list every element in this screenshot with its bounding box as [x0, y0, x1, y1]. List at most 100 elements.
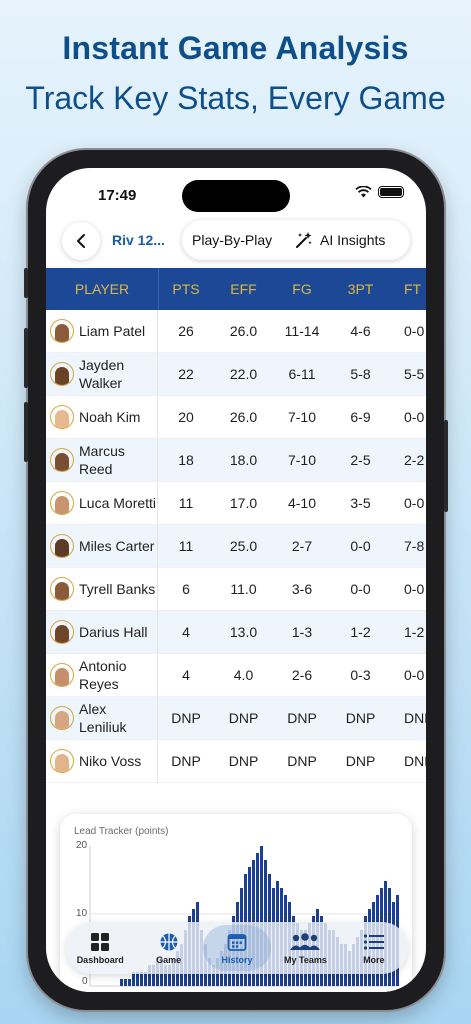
y-tick-20: 20 [76, 840, 88, 851]
player-name: Marcus Reed [79, 443, 125, 477]
table-row[interactable]: Darius Hall 4 13.0 1-3 1-2 1-2 [46, 611, 426, 654]
lead-bar [212, 965, 215, 986]
pts-cell: 18 [178, 452, 194, 468]
player-name: Miles Carter [79, 538, 155, 554]
col-pts[interactable]: PTS [172, 281, 200, 297]
header-divider [158, 268, 159, 310]
table-row[interactable]: Jayden Walker 22 22.0 6-11 5-8 5-5 [46, 353, 426, 396]
avatar [50, 491, 74, 515]
eff-cell: 26.0 [229, 323, 258, 339]
eff-cell: 22.0 [229, 366, 258, 382]
3pt-cell: DNP [345, 753, 376, 769]
3pt-cell: 1-2 [350, 624, 371, 640]
fg-cell: 6-11 [288, 366, 316, 382]
eff-cell: 13.0 [229, 624, 258, 640]
fg-cell: 4-10 [287, 495, 317, 511]
status-icons [355, 186, 404, 198]
3pt-cell: 3-5 [350, 495, 371, 511]
pts-cell: DNP [171, 710, 201, 726]
player-cell: Jayden Walker [46, 353, 158, 395]
fg-cell: 1-3 [291, 624, 313, 640]
tab-my-teams[interactable]: My Teams [271, 925, 339, 971]
lead-bar [128, 979, 131, 986]
lead-bar [120, 979, 123, 986]
tab-history[interactable]: History [202, 925, 272, 971]
table-row[interactable]: Tyrell Banks 6 11.0 3-6 0-0 0-0 [46, 568, 426, 611]
player-name: Jayden Walker [79, 357, 125, 391]
play-by-play-button[interactable]: Play-By-Play [192, 232, 273, 248]
eff-cell: 11.0 [230, 581, 257, 597]
3pt-cell: 0-0 [350, 538, 371, 554]
lead-bar [140, 972, 143, 986]
ft-cell: 0-0 [404, 323, 425, 339]
fg-cell: 2-6 [291, 667, 313, 683]
eff-cell: DNP [228, 710, 259, 726]
eff-cell: DNP [228, 753, 259, 769]
player-cell: Alex Leniliuk [46, 697, 158, 739]
avatar [50, 534, 74, 558]
table-row[interactable]: Alex Leniliuk DNP DNP DNP DNP DNP [46, 697, 426, 740]
avatar [50, 706, 74, 730]
ft-cell: DNP [404, 710, 426, 726]
table-row[interactable]: Antonio Reyes 4 4.0 2-6 0-3 0-0 [46, 654, 426, 697]
lead-bar [124, 979, 127, 986]
player-cell: Niko Voss [46, 740, 158, 782]
ft-cell: 7-8 [404, 538, 425, 554]
col-ft[interactable]: FT [404, 281, 422, 297]
pts-cell: 11 [178, 538, 194, 554]
tab-dashboard[interactable]: Dashboard [66, 925, 134, 971]
avatar [50, 577, 74, 601]
calendar-icon [227, 933, 247, 951]
player-cell: Tyrell Banks [46, 568, 158, 610]
lead-tracker-title: Lead Tracker (points) [74, 826, 169, 837]
player-name: Antonio Reyes [79, 658, 127, 692]
ft-cell: 0-0 [404, 667, 425, 683]
ft-cell: 0-0 [404, 409, 425, 425]
player-name: Noah Kim [79, 409, 141, 425]
pts-cell: 6 [182, 581, 190, 597]
tab-more[interactable]: More [340, 925, 408, 971]
ft-cell: 0-0 [404, 581, 425, 597]
lead-bar [136, 972, 139, 986]
lead-bar [168, 965, 171, 986]
col-3pt[interactable]: 3PT [347, 281, 374, 297]
table-row[interactable]: Niko Voss DNP DNP DNP DNP DNP [46, 740, 426, 783]
people-icon [290, 932, 321, 950]
table-row[interactable]: Noah Kim 20 26.0 7-10 6-9 0-0 [46, 396, 426, 439]
pts-cell: 4 [182, 667, 190, 683]
3pt-cell: 6-9 [350, 409, 371, 425]
tab-game[interactable]: Game [134, 925, 202, 971]
table-row[interactable]: Luca Moretti 11 17.0 4-10 3-5 0-0 [46, 482, 426, 525]
eff-cell: 25.0 [229, 538, 258, 554]
back-button[interactable] [62, 222, 100, 260]
avatar [50, 749, 74, 773]
player-cell: Miles Carter [46, 525, 158, 567]
volume-down-button [24, 402, 28, 462]
player-cell: Noah Kim [46, 396, 158, 438]
lead-bar [132, 972, 135, 986]
y-tick-10: 10 [76, 908, 88, 919]
pts-cell: 11 [178, 495, 194, 511]
col-fg[interactable]: FG [292, 281, 312, 297]
player-name: Luca Moretti [79, 495, 157, 511]
box-score-table: PLAYER PTS EFF FG 3PT FT Liam Patel 26 26.… [46, 268, 426, 783]
col-player[interactable]: PLAYER [74, 281, 130, 297]
col-eff[interactable]: EFF [230, 281, 257, 297]
eff-cell: 26.0 [229, 409, 258, 425]
pts-cell: 20 [178, 409, 194, 425]
table-row[interactable]: Marcus Reed 18 18.0 7-10 2-5 2-2 [46, 439, 426, 482]
game-title[interactable]: Riv 12... [112, 232, 165, 248]
table-row[interactable]: Miles Carter 11 25.0 2-7 0-0 7-8 [46, 525, 426, 568]
player-name: Tyrell Banks [79, 581, 156, 597]
3pt-cell: 2-5 [350, 452, 371, 468]
ai-insights-button[interactable]: AI Insights [294, 230, 385, 250]
avatar [50, 362, 74, 386]
avatar [50, 405, 74, 429]
table-row[interactable]: Liam Patel 26 26.0 11-14 4-6 0-0 [46, 310, 426, 353]
player-cell: Luca Moretti [46, 482, 158, 524]
player-cell: Darius Hall [46, 611, 158, 653]
3pt-cell: 0-3 [350, 667, 371, 683]
fg-cell: 3-6 [291, 581, 313, 597]
3pt-cell: DNP [345, 710, 376, 726]
3pt-cell: 4-6 [350, 323, 371, 339]
